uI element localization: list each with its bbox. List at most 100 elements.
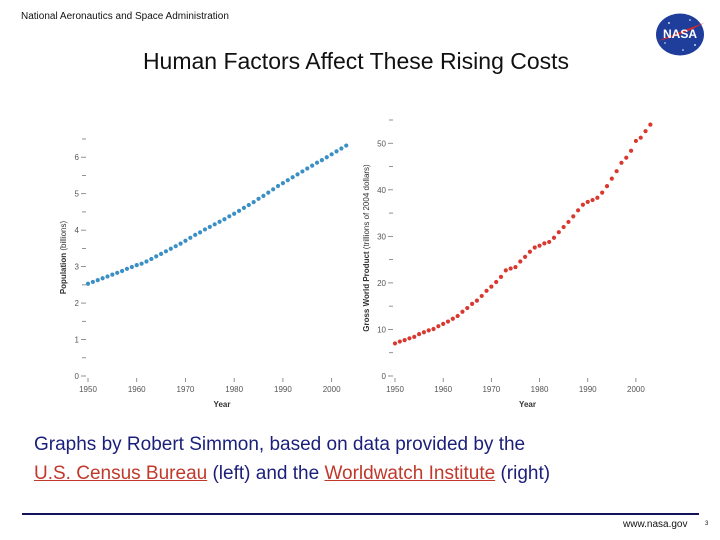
y-tick-label: 50 (377, 139, 386, 148)
data-point (251, 199, 256, 205)
data-point (246, 202, 251, 208)
data-point (513, 264, 518, 270)
data-point (256, 196, 261, 201)
data-point (421, 330, 427, 335)
y-tick-label: 20 (377, 279, 386, 288)
y-axis-label: Population (billions) (59, 221, 68, 295)
data-point (527, 249, 533, 254)
data-point (227, 214, 232, 219)
data-point (217, 219, 222, 224)
data-point (585, 199, 590, 205)
data-point (575, 208, 581, 213)
data-point (168, 246, 173, 251)
x-tick-label: 2000 (627, 385, 645, 394)
y-tick-label: 40 (377, 186, 386, 195)
x-axis-label: Year (214, 400, 231, 409)
data-point (295, 172, 300, 177)
y-tick-label: 5 (75, 190, 80, 199)
data-point (344, 143, 349, 148)
data-point (129, 264, 134, 270)
data-point (197, 230, 203, 235)
x-tick-label: 1980 (531, 385, 549, 394)
x-tick-label: 1990 (274, 385, 292, 394)
data-point (120, 268, 125, 274)
data-point (619, 160, 624, 165)
data-point (324, 155, 329, 160)
data-point (305, 166, 310, 171)
data-point (638, 135, 643, 140)
data-point (580, 202, 586, 207)
data-point (412, 334, 417, 340)
data-point (494, 279, 499, 285)
data-point (503, 268, 508, 273)
y-tick-label: 10 (377, 325, 386, 334)
data-point (595, 195, 600, 200)
data-point (266, 190, 271, 195)
data-point (551, 235, 557, 240)
data-point (290, 175, 295, 180)
logo-vector-swoosh (658, 23, 704, 41)
data-point (329, 152, 334, 157)
census-bureau-link[interactable]: U.S. Census Bureau (34, 463, 208, 484)
data-point (643, 129, 648, 134)
data-point (271, 187, 276, 192)
data-point (455, 313, 460, 319)
data-point (624, 155, 629, 160)
data-point (460, 309, 465, 314)
data-point (158, 251, 164, 256)
x-tick-label: 1970 (177, 385, 195, 394)
x-tick-label: 2000 (323, 385, 341, 394)
data-point (178, 241, 183, 246)
data-point (648, 122, 653, 127)
data-point (261, 193, 266, 198)
data-point (450, 316, 455, 321)
data-point (144, 259, 149, 264)
data-point (571, 214, 576, 219)
data-point (397, 339, 402, 344)
x-tick-label: 1990 (579, 385, 597, 394)
data-point (431, 326, 436, 332)
data-point (484, 288, 489, 293)
y-tick-label: 0 (75, 372, 80, 381)
data-point (445, 319, 451, 324)
data-point (426, 328, 431, 333)
x-tick-label: 1960 (434, 385, 452, 394)
y-axis-label: Gross World Product (trillions of 2004 d… (362, 164, 371, 332)
data-point (110, 272, 115, 277)
data-point (604, 183, 610, 189)
data-point (489, 284, 494, 289)
data-point (85, 281, 91, 286)
data-point (314, 160, 320, 165)
data-point (95, 278, 100, 283)
y-tick-label: 1 (75, 336, 80, 345)
page-number: 3 (705, 521, 709, 527)
data-point (115, 270, 120, 275)
data-point (561, 224, 566, 230)
y-tick-label: 30 (377, 232, 386, 241)
data-point (392, 341, 398, 346)
data-point (479, 293, 484, 299)
slide-title: Human Factors Affect These Rising Costs (142, 48, 570, 74)
data-point (407, 336, 412, 341)
population-chart: 0 1 2 3 4 5 6 1950 1960 1970 1980 1990 2000 Year Popul… (59, 138, 349, 409)
data-point (566, 219, 571, 225)
y-tick-label: 0 (382, 372, 387, 381)
x-tick-label: 1950 (386, 385, 404, 394)
worldwatch-link[interactable]: Worldwatch Institute (324, 463, 496, 484)
data-point (436, 324, 441, 329)
y-tick-label: 4 (75, 226, 80, 235)
data-point (542, 241, 547, 246)
data-point (285, 178, 290, 183)
caption-mid: (left) and the (207, 463, 325, 484)
data-point (518, 259, 523, 264)
data-point (633, 138, 639, 144)
nasa-logo: NASA (656, 13, 704, 56)
data-point (465, 305, 470, 311)
x-axis-label: Year (519, 400, 536, 409)
data-point (609, 176, 614, 181)
data-point (139, 261, 144, 266)
agency-name: National Aeronautics and Space Administr… (21, 11, 229, 22)
logo-disc (656, 13, 704, 56)
data-point (207, 224, 212, 229)
data-point (232, 211, 237, 216)
